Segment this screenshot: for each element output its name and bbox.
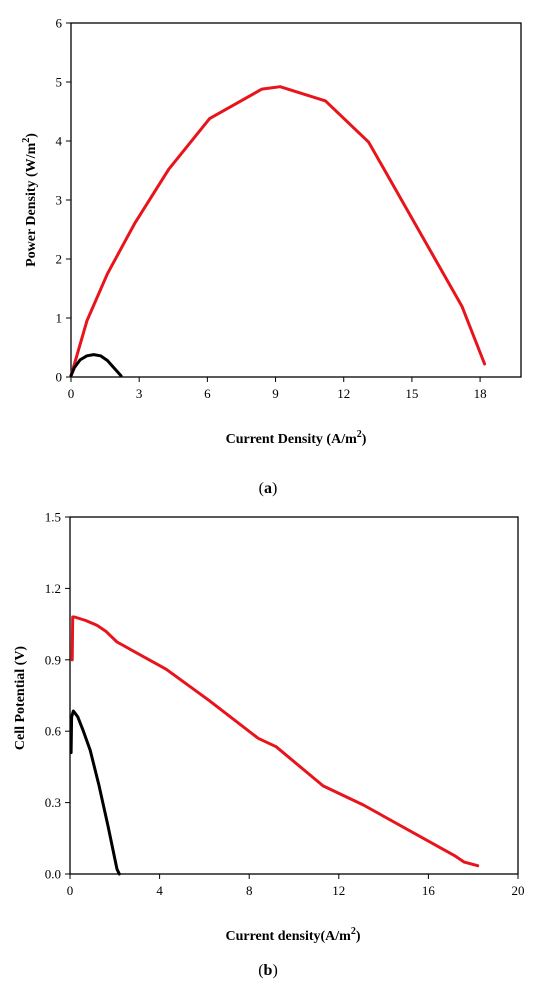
y-tick-label-a: 3 <box>56 193 63 208</box>
series-lines-b <box>69 615 480 876</box>
red-series-line-a <box>69 85 487 378</box>
y-tick-label-a: 2 <box>56 252 63 267</box>
panel-label-a: (a) <box>259 480 278 497</box>
y-ticks-b: 0.0 0.3 0.6 0.9 1.2 1.5 <box>45 510 70 882</box>
y-tick-label-a: 1 <box>56 311 63 326</box>
y-ticks-a: 0 1 2 3 4 5 6 <box>56 16 71 385</box>
x-axis-label-b: Current density(A/m2) <box>225 926 360 944</box>
plot-frame-b <box>69 516 519 875</box>
x-tick-label-a: 12 <box>337 386 350 401</box>
plot-frame-a <box>70 22 522 378</box>
x-ticks-b: 0 4 8 12 16 20 <box>67 874 525 898</box>
black-series-line-b <box>69 709 121 876</box>
panel-label-b: (b) <box>258 962 278 979</box>
y-tick-label-a: 0 <box>56 370 63 385</box>
y-tick-label-a: 6 <box>56 16 63 31</box>
black-series-line-a <box>69 353 123 378</box>
y-tick-label-b: 0.0 <box>45 867 61 882</box>
y-tick-label-a: 5 <box>56 75 63 90</box>
x-tick-label-a: 18 <box>474 386 487 401</box>
cell-potential-chart: 0 4 8 12 16 20 0.0 0.3 0.6 0.9 1.2 1.5 Current den… <box>13 510 525 980</box>
series-lines-a <box>69 85 487 378</box>
y-tick-label-b: 0.3 <box>45 795 61 810</box>
y-tick-label-a: 4 <box>56 134 63 149</box>
x-tick-label-b: 4 <box>156 883 163 898</box>
x-tick-label-b: 0 <box>67 883 74 898</box>
x-axis-label-a: Current Density (A/m2) <box>226 429 367 447</box>
x-tick-label-a: 3 <box>136 386 143 401</box>
y-tick-label-b: 0.9 <box>45 652 61 667</box>
x-tick-label-a: 6 <box>204 386 211 401</box>
y-axis-label-b: Cell Potential (V) <box>13 646 28 751</box>
x-tick-label-b: 12 <box>332 883 345 898</box>
x-tick-label-a: 0 <box>68 386 75 401</box>
x-tick-label-b: 20 <box>512 883 525 898</box>
y-tick-label-b: 1.5 <box>45 510 61 525</box>
x-tick-label-a: 9 <box>272 386 279 401</box>
x-ticks-a: 0 3 6 9 12 15 18 <box>68 377 487 401</box>
y-axis-label-a: Power Density (W/m2) <box>21 133 39 267</box>
red-series-line-b <box>70 615 480 868</box>
x-tick-label-a: 15 <box>405 386 418 401</box>
x-tick-label-b: 8 <box>246 883 253 898</box>
y-tick-label-b: 1.2 <box>45 581 61 596</box>
x-tick-label-b: 16 <box>422 883 436 898</box>
y-tick-label-b: 0.6 <box>45 724 62 739</box>
